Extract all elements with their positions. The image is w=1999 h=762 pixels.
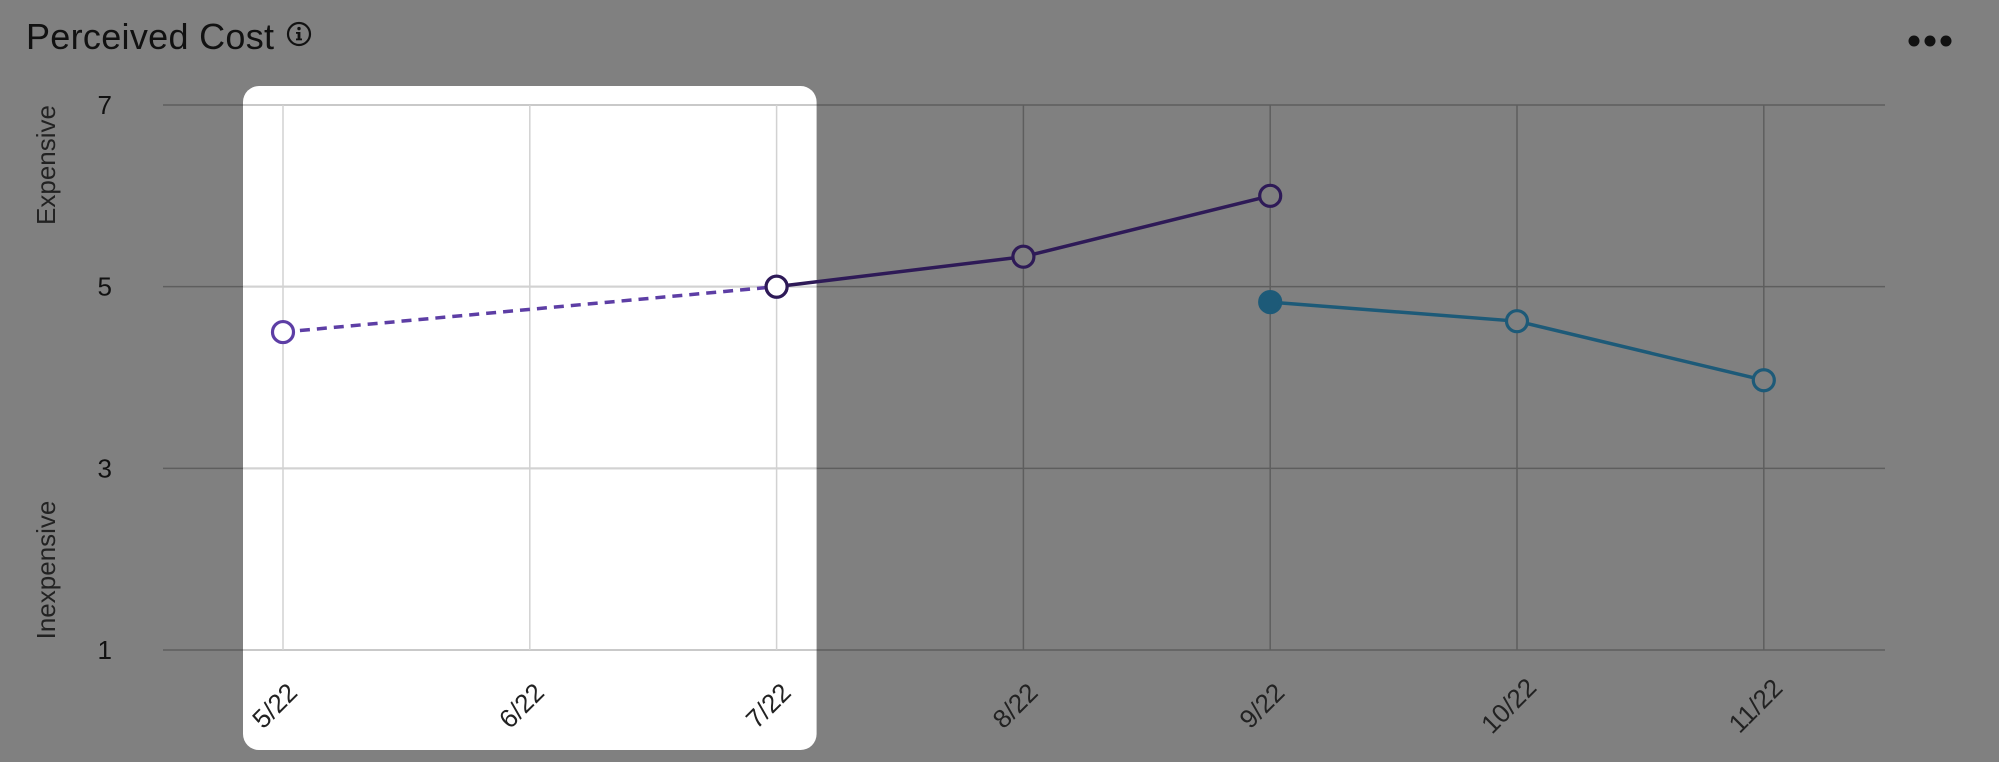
series-line-0 — [282, 284, 777, 334]
data-point-marker[interactable] — [1751, 368, 1776, 393]
x-tick-label: 9/22 — [1233, 677, 1290, 734]
more-horizontal-icon — [1908, 35, 1952, 47]
chart-title: Perceived Cost — [26, 16, 275, 57]
more-options-button[interactable] — [1905, 24, 1955, 58]
y-tick-label: 1 — [98, 635, 112, 665]
x-tick-label: 11/22 — [1723, 673, 1789, 739]
data-point-marker[interactable] — [764, 274, 789, 299]
data-point-marker[interactable] — [1258, 183, 1283, 208]
data-point-marker[interactable] — [1504, 309, 1530, 334]
y-tick-label: 5 — [98, 272, 112, 302]
info-icon[interactable] — [286, 21, 312, 47]
data-point-marker[interactable] — [270, 319, 296, 345]
y-tick-label: 7 — [98, 90, 112, 120]
y-tick-label: 3 — [98, 453, 112, 483]
data-point-marker[interactable] — [1011, 244, 1036, 269]
x-tick-label: 8/22 — [987, 677, 1044, 734]
data-point-marker[interactable] — [1258, 290, 1283, 315]
chart-header: Perceived Cost — [26, 16, 312, 58]
y-axis-label-top: Expensive — [31, 105, 61, 225]
y-axis-label-bottom: Inexpensive — [31, 501, 61, 640]
x-tick-label: 10/22 — [1475, 672, 1542, 739]
